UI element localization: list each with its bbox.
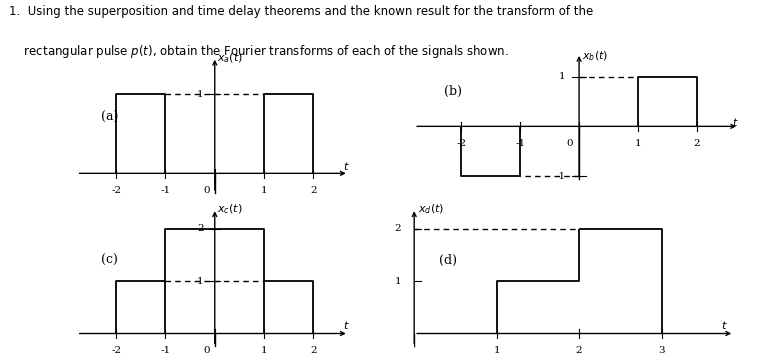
Text: 1: 1 — [197, 277, 204, 286]
Text: 0: 0 — [567, 139, 573, 148]
Text: rectangular pulse $p(t)$, obtain the Fourier transforms of each of the signals s: rectangular pulse $p(t)$, obtain the Fou… — [9, 43, 509, 60]
Text: 0: 0 — [203, 186, 210, 195]
Text: $t$: $t$ — [343, 320, 350, 331]
Text: -1: -1 — [160, 346, 170, 355]
Text: (d): (d) — [439, 254, 457, 267]
Text: 1: 1 — [559, 72, 566, 81]
Text: 1: 1 — [394, 277, 401, 286]
Text: $x_d(t)$: $x_d(t)$ — [418, 203, 445, 216]
Text: -2: -2 — [456, 139, 466, 148]
Text: 1: 1 — [493, 346, 500, 355]
Text: -2: -2 — [111, 346, 121, 355]
Text: 1: 1 — [634, 139, 641, 148]
Text: 1: 1 — [197, 90, 204, 99]
Text: 2: 2 — [197, 224, 204, 233]
Text: $x_a(t)$: $x_a(t)$ — [217, 52, 243, 65]
Text: (b): (b) — [443, 85, 462, 98]
Text: $t$: $t$ — [732, 116, 739, 127]
Text: (a): (a) — [101, 111, 119, 125]
Text: $t$: $t$ — [721, 320, 728, 331]
Text: 3: 3 — [658, 346, 665, 355]
Text: 0: 0 — [203, 346, 210, 355]
Text: 1: 1 — [261, 346, 268, 355]
Text: (c): (c) — [101, 254, 118, 267]
Text: $x_c(t)$: $x_c(t)$ — [217, 203, 243, 216]
Text: -1: -1 — [160, 186, 170, 195]
Text: 1: 1 — [261, 186, 268, 195]
Text: $x_b(t)$: $x_b(t)$ — [582, 50, 608, 64]
Text: 2: 2 — [576, 346, 582, 355]
Text: -1: -1 — [556, 172, 566, 181]
Text: 1.  Using the superposition and time delay theorems and the known result for the: 1. Using the superposition and time dela… — [9, 5, 594, 18]
Text: 2: 2 — [394, 224, 401, 233]
Text: -2: -2 — [111, 186, 121, 195]
Text: 2: 2 — [310, 346, 317, 355]
Text: -1: -1 — [515, 139, 525, 148]
Text: $t$: $t$ — [343, 160, 350, 172]
Text: 2: 2 — [310, 186, 317, 195]
Text: 2: 2 — [693, 139, 700, 148]
